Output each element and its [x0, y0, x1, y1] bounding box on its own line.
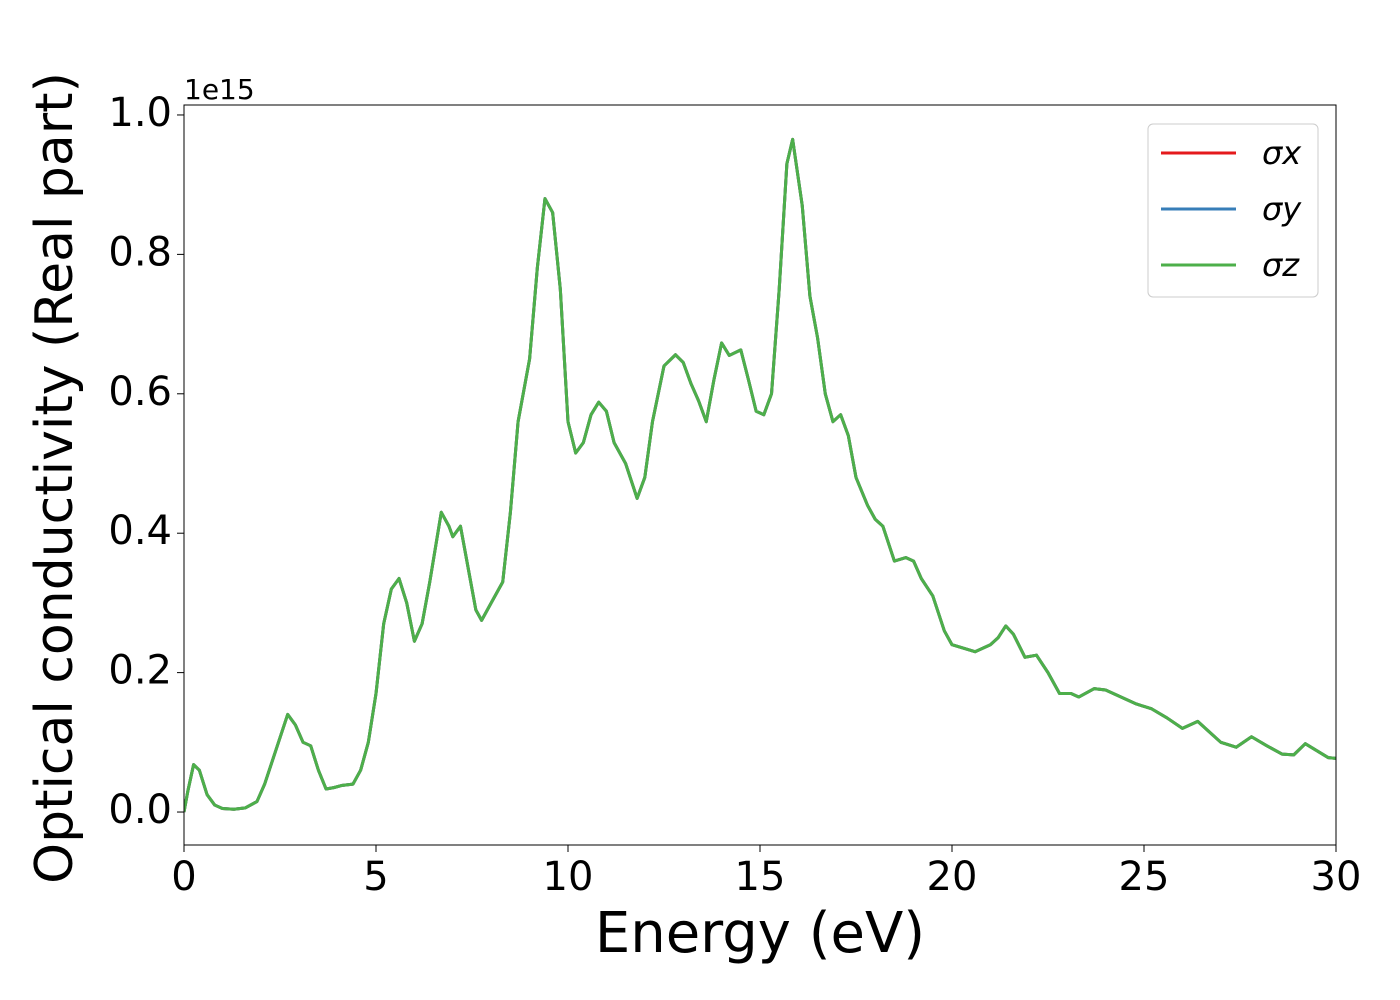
- y-offset-label: 1e15: [184, 73, 255, 106]
- y-tick-label: 0.2: [108, 648, 172, 694]
- y-tick-label: 0.4: [108, 508, 172, 554]
- legend-label: σx: [1262, 134, 1302, 172]
- y-tick-label: 1.0: [108, 90, 172, 136]
- y-tick-label: 0.6: [108, 369, 172, 415]
- y-tick-label: 0.0: [108, 787, 172, 833]
- series-line: [184, 137, 1336, 813]
- x-tick-label: 30: [1311, 854, 1362, 900]
- legend-label: σz: [1262, 246, 1300, 284]
- y-axis-label: Optical conductivity (Real part): [25, 72, 85, 884]
- legend: σx σy σz: [1147, 123, 1319, 298]
- legend-label: σy: [1262, 190, 1302, 228]
- x-tick-label: 5: [363, 854, 388, 900]
- x-tick-label: 20: [927, 854, 978, 900]
- x-tick-label: 10: [543, 854, 594, 900]
- x-axis-label: Energy (eV): [595, 901, 925, 966]
- x-tick-label: 25: [1119, 854, 1170, 900]
- x-tick-label: 0: [171, 854, 196, 900]
- y-tick-label: 0.8: [108, 229, 172, 275]
- x-tick-label: 15: [735, 854, 786, 900]
- plot-frame: [183, 104, 1337, 846]
